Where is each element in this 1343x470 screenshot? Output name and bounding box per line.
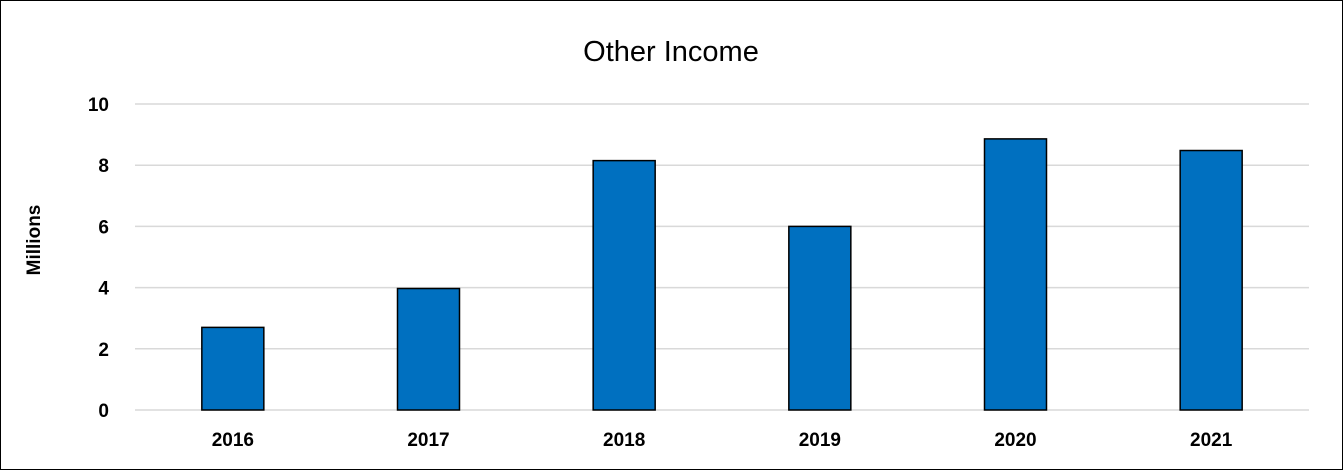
bar-2016: [201, 326, 265, 411]
chart-title: Other Income: [583, 36, 759, 68]
x-tick-label: 2019: [799, 430, 841, 451]
x-tick-label: 2016: [212, 430, 254, 451]
y-axis-ticks: 0 2 4 6 8 10: [88, 95, 110, 422]
bar-2019: [788, 225, 852, 411]
x-tick-label: 2020: [994, 430, 1036, 451]
bar-2021: [1179, 149, 1243, 411]
y-tick-label: 4: [98, 279, 109, 300]
y-tick-label: 6: [98, 217, 109, 238]
y-axis-title: Millions: [24, 205, 45, 276]
y-tick-label: 10: [88, 95, 109, 116]
bar-2018: [592, 159, 656, 411]
x-tick-label: 2017: [407, 430, 449, 451]
x-tick-label: 2021: [1190, 430, 1233, 451]
bars: [201, 138, 1243, 411]
x-tick-label: 2018: [603, 430, 645, 451]
bar-2020: [983, 138, 1048, 411]
bar-2017: [396, 287, 461, 411]
y-tick-label: 0: [98, 401, 109, 422]
x-axis-ticks: 2016 2017 2018 2019 2020 2021: [212, 430, 1233, 451]
y-tick-label: 2: [98, 340, 109, 361]
y-tick-label: 8: [98, 156, 109, 177]
gridlines: [135, 103, 1309, 411]
